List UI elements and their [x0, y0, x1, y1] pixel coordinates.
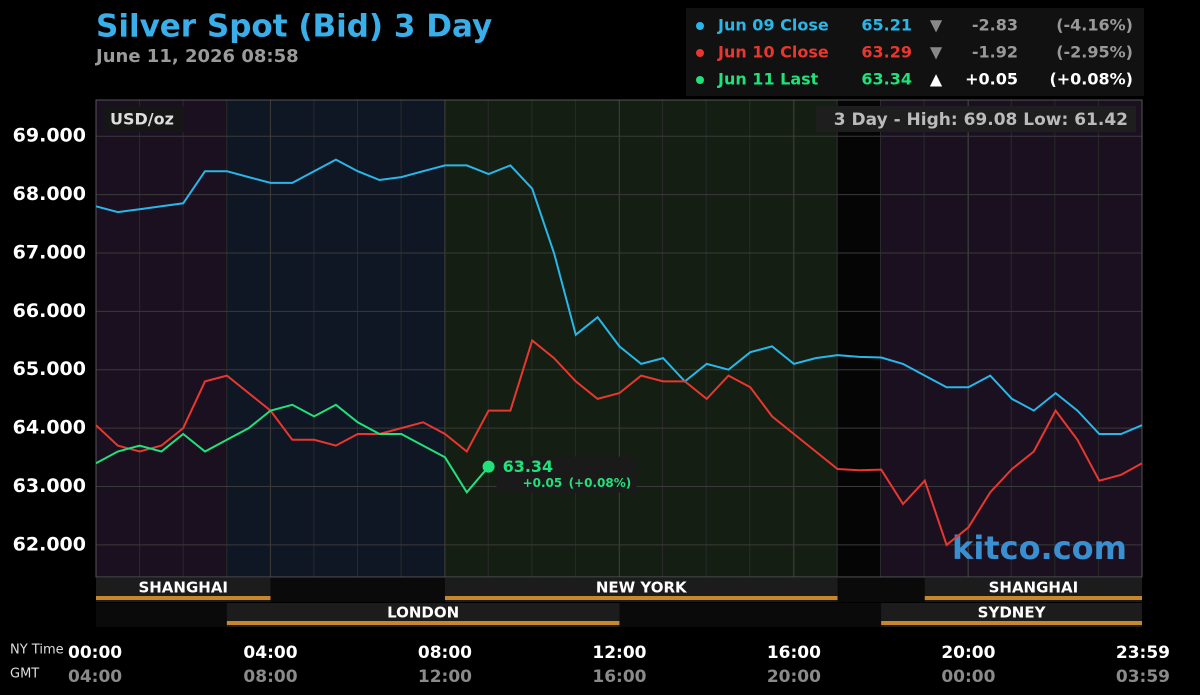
plot-border	[95, 99, 1143, 578]
y-tick-label: 68.000	[13, 183, 86, 205]
legend-last: 63.29	[861, 43, 912, 62]
x2-axis-name: GMT	[10, 667, 39, 682]
y-tick-label: 66.000	[13, 300, 86, 322]
legend-arrow: ▲	[930, 70, 943, 89]
legend-last: 63.34	[861, 70, 912, 89]
session-bar	[924, 596, 1142, 600]
unit-label: USD/oz	[110, 110, 174, 129]
legend: Jun 09 Close 65.21 ▼ -2.83 (-4.16%) Jun 10 Cl…	[696, 16, 1133, 89]
range-box	[816, 106, 1136, 132]
y-tick-label: 63.000	[13, 475, 86, 497]
legend-dot	[696, 22, 704, 30]
legend-name: Jun 11 Last	[717, 70, 819, 89]
gmt-tick-label: 00:00	[941, 667, 995, 687]
watermark: kitco.com	[952, 529, 1127, 567]
x-tick-label: 12:00	[592, 643, 646, 663]
legend-change: -2.83	[972, 16, 1018, 35]
y-tick-label: 65.000	[13, 358, 86, 380]
chart-subtitle: June 11, 2026 08:58	[94, 46, 299, 67]
legend-box	[686, 8, 1144, 96]
gmt-tick-label: 04:00	[68, 667, 122, 687]
y-tick-label: 67.000	[13, 241, 86, 263]
sessions: SHANGHAI NEW YORK SHANGHAI LONDON SYDNEY	[96, 578, 1142, 627]
legend-pct: (-2.95%)	[1056, 43, 1133, 62]
session-bar	[226, 621, 620, 625]
gmt-tick-label: 20:00	[767, 667, 821, 687]
x-axis-name: NY Time	[10, 643, 64, 658]
gmt-tick-label: 08:00	[243, 667, 297, 687]
session-bar	[96, 596, 271, 600]
legend-change: +0.05	[965, 70, 1018, 89]
x-tick-label: 00:00	[68, 643, 122, 663]
region-closed	[838, 100, 881, 577]
gmt-tick-label: 12:00	[418, 667, 472, 687]
legend-dot	[696, 76, 704, 84]
session-bar	[444, 596, 838, 600]
gmt-tick-label: 16:00	[592, 667, 646, 687]
session-label: NEW YORK	[596, 579, 688, 597]
legend-dot	[696, 49, 704, 57]
last-change: +0.05	[523, 476, 563, 490]
x-tick-label: 16:00	[767, 643, 821, 663]
legend-pct: (-4.16%)	[1056, 16, 1133, 35]
last-pct: (+0.08%)	[569, 476, 632, 490]
series-line	[95, 403, 490, 494]
legend-pct: (+0.08%)	[1049, 70, 1133, 89]
session-label: LONDON	[387, 604, 459, 622]
session-label: SYDNEY	[978, 604, 1047, 622]
last-box	[496, 456, 637, 493]
last-point	[482, 460, 495, 473]
gmt-tick-label: 03:59	[1116, 667, 1170, 687]
legend-last: 65.21	[861, 16, 912, 35]
range-label: 3 Day - High: 69.08 Low: 61.42	[834, 110, 1128, 130]
series-line	[95, 158, 1143, 435]
legend-change: -1.92	[972, 43, 1018, 62]
x-tick-label: 23:59	[1116, 643, 1170, 663]
x-tick-label: 20:00	[941, 643, 995, 663]
region-asia	[96, 100, 227, 577]
legend-arrow: ▼	[930, 16, 943, 35]
region-london	[227, 100, 444, 577]
grid	[95, 100, 1143, 577]
y-tick-label: 64.000	[13, 417, 86, 439]
lines: 63.34+0.05 (+0.08%)	[95, 158, 1143, 547]
legend-name: Jun 09 Close	[717, 16, 829, 35]
legend-arrow: ▼	[930, 43, 943, 62]
session-label: SHANGHAI	[989, 579, 1079, 597]
x-tick-label: 04:00	[243, 643, 297, 663]
last-value: 63.34	[503, 457, 554, 476]
chart-title: Silver Spot (Bid) 3 Day	[96, 9, 492, 45]
session-bar	[881, 621, 1142, 625]
unit-box	[104, 106, 184, 132]
legend-name: Jun 10 Close	[717, 43, 829, 62]
y-tick-label: 69.000	[13, 125, 86, 147]
x-tick-label: 08:00	[418, 643, 472, 663]
region-newyork	[444, 100, 838, 577]
y-tick-label: 62.000	[13, 533, 86, 555]
session-label: SHANGHAI	[138, 579, 228, 597]
